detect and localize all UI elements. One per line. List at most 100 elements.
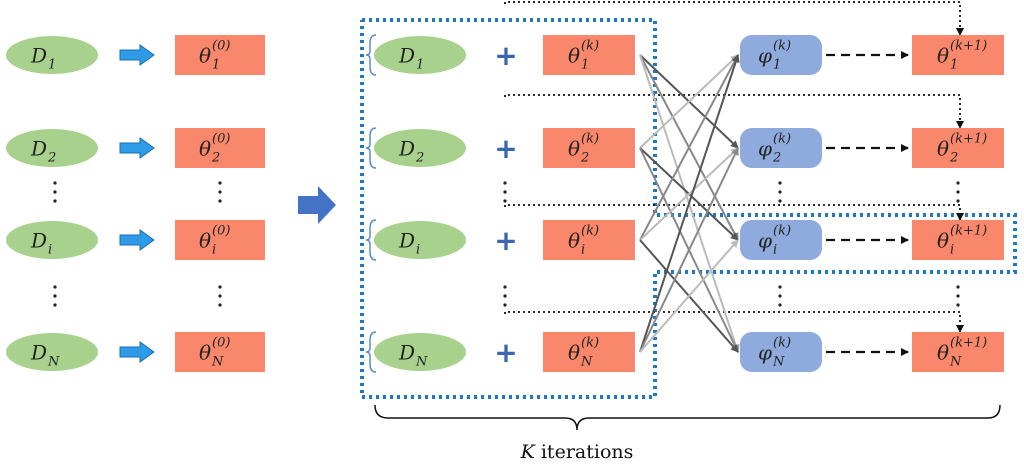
ellipsis-dot — [503, 181, 507, 185]
ellipsis-dot — [956, 181, 960, 185]
label-sub: 1 — [48, 58, 56, 73]
data-node — [374, 36, 466, 74]
label-sup: (k+1) — [950, 39, 987, 54]
ellipsis-dot — [778, 181, 782, 185]
label-sub: N — [580, 355, 593, 370]
brace — [365, 34, 377, 76]
param-node — [912, 220, 1004, 260]
label-sub: 1 — [212, 58, 220, 73]
data-node — [374, 333, 466, 371]
ellipsis-dot — [218, 181, 222, 185]
label-base: θ — [199, 341, 211, 365]
brace — [365, 219, 377, 261]
label-base: φ — [758, 341, 772, 365]
param-node — [543, 35, 635, 75]
big-arrow — [298, 186, 336, 224]
param-node — [175, 220, 265, 260]
data-node — [6, 36, 98, 74]
label-sup: (0) — [212, 224, 230, 239]
ellipsis-dot — [218, 303, 222, 307]
brace — [365, 331, 377, 373]
data-node — [374, 129, 466, 167]
ellipsis-dot — [956, 303, 960, 307]
label-base: D — [398, 137, 415, 161]
ellipsis-dot — [503, 303, 507, 307]
label-sub: i — [212, 243, 216, 258]
label-sup: (k+1) — [950, 336, 987, 351]
ellipsis-dot — [53, 181, 57, 185]
label-sub: 2 — [211, 151, 220, 166]
label-base: θ — [937, 341, 949, 365]
label-sub: 1 — [950, 58, 958, 73]
label-sub: 2 — [772, 151, 781, 166]
label-base: D — [398, 44, 415, 68]
plus: + — [494, 132, 517, 165]
label-base: θ — [937, 44, 949, 68]
label-sub: 1 — [581, 58, 589, 73]
label-base: D — [30, 137, 47, 161]
exchange-line — [639, 54, 739, 149]
ellipsis-dot — [778, 199, 782, 203]
label-sub: N — [211, 355, 224, 370]
label-base: θ — [937, 229, 949, 253]
label-sub: i — [581, 243, 585, 258]
label-base: θ — [568, 137, 580, 161]
label-base: θ — [199, 229, 211, 253]
label-base: θ — [199, 137, 211, 161]
label-base: θ — [568, 229, 580, 253]
plus: + — [494, 224, 517, 257]
param-node — [912, 332, 1004, 372]
label-sup: (k) — [581, 336, 599, 351]
label-sup: (k) — [773, 39, 791, 54]
label-base: D — [30, 44, 47, 68]
ellipsis-dot — [503, 285, 507, 289]
feedback-line — [504, 94, 964, 129]
ellipsis-dot — [53, 294, 57, 298]
label-base: φ — [758, 137, 772, 161]
label-sub: i — [950, 243, 954, 258]
ellipsis-dot — [503, 190, 507, 194]
label-base: D — [398, 341, 415, 365]
ellipsis-dot — [53, 190, 57, 194]
param-node — [740, 35, 822, 75]
ellipsis-dot — [53, 303, 57, 307]
data-node — [6, 333, 98, 371]
label-base: φ — [758, 44, 772, 68]
param-node — [740, 220, 822, 260]
param-node — [175, 35, 265, 75]
ellipsis-dot — [218, 199, 222, 203]
ellipsis-dot — [956, 285, 960, 289]
param-node — [543, 332, 635, 372]
label-sub: N — [949, 355, 962, 370]
exchange-line — [639, 54, 739, 241]
ellipsis-dot — [218, 190, 222, 194]
param-node — [912, 35, 1004, 75]
label-sub: 1 — [773, 58, 781, 73]
ellipsis-dot — [53, 199, 57, 203]
ellipsis-dot — [956, 199, 960, 203]
label-sub: 1 — [416, 58, 424, 73]
label-sub: N — [47, 355, 60, 370]
ellipsis-dot — [778, 294, 782, 298]
label-sub: i — [416, 243, 420, 258]
exchange-line — [639, 239, 739, 353]
feedback-line — [504, 1, 964, 36]
feedback-line — [504, 204, 964, 221]
ellipsis-dot — [503, 199, 507, 203]
param-node — [543, 220, 635, 260]
label-base: D — [30, 341, 47, 365]
label-base: θ — [568, 44, 580, 68]
label-sub: 2 — [47, 151, 56, 166]
ellipsis-dot — [503, 294, 507, 298]
label-base: D — [398, 229, 415, 253]
exchange-line — [639, 54, 740, 353]
label-base: D — [30, 229, 47, 253]
label-sup: (k) — [773, 132, 791, 147]
feedback-line — [504, 311, 964, 333]
param-node — [175, 128, 265, 168]
ellipsis-dot — [218, 294, 222, 298]
ellipsis-dot — [218, 285, 222, 289]
label-sup: (k) — [773, 224, 791, 239]
label-sup: (k+1) — [950, 132, 987, 147]
